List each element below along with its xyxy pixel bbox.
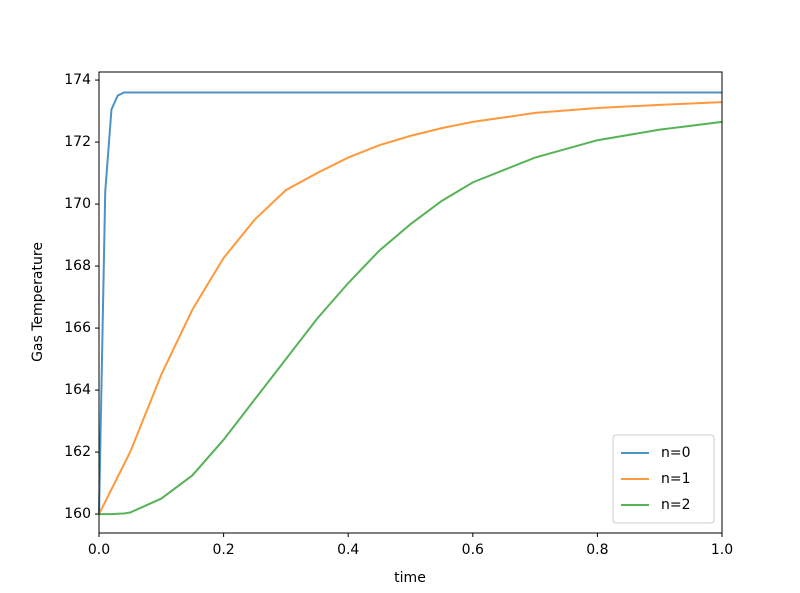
legend-box: [612, 434, 715, 524]
y-tick-label: 172: [64, 134, 91, 150]
legend-label: n=1: [661, 471, 691, 487]
y-tick-label: 160: [64, 506, 91, 522]
x-tick-label: 0.0: [88, 542, 110, 558]
y-tick-label: 164: [64, 382, 91, 398]
y-tick-label: 162: [64, 444, 91, 460]
x-tick-label: 0.6: [462, 542, 484, 558]
x-tick-label: 0.8: [586, 542, 608, 558]
plot-frame: [98, 71, 723, 534]
y-tick-label: 168: [64, 258, 91, 274]
series-line: [99, 120, 723, 516]
y-tick-label: 170: [64, 196, 91, 212]
x-tick-label: 1.0: [711, 542, 733, 558]
x-tick-label: 0.2: [212, 542, 234, 558]
x-tick-label: 0.4: [337, 542, 359, 558]
y-tick-label: 174: [64, 72, 91, 88]
y-tick-label: 166: [64, 320, 91, 336]
legend: n=0 n=1 n=2: [612, 434, 715, 524]
x-axis-label: time: [394, 570, 426, 586]
y-axis-label: Gas Temperature: [30, 242, 46, 362]
legend-label: n=2: [661, 497, 691, 513]
series-line: [98, 91, 722, 515]
series-line: [98, 101, 723, 515]
legend-label: n=0: [661, 445, 691, 461]
